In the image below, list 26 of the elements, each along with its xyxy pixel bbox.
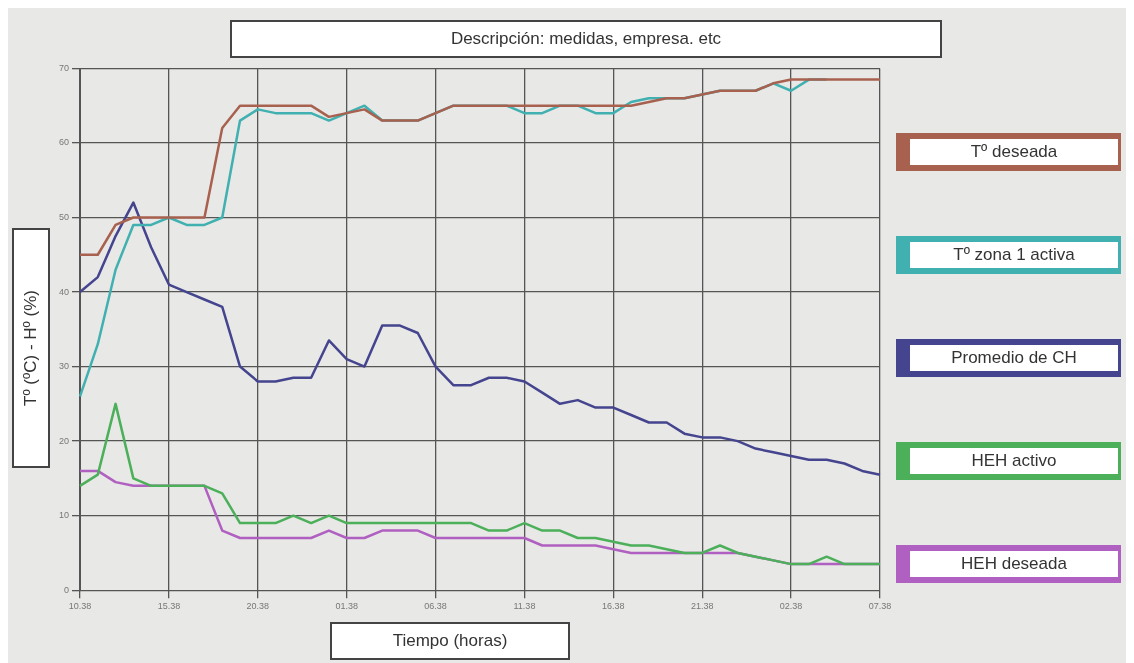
y-tick-label: 20 xyxy=(59,435,70,446)
x-tick-label: 07.38 xyxy=(868,601,892,612)
x-tick-label: 10.38 xyxy=(68,601,92,612)
x-tick-label: 01.38 xyxy=(335,601,358,612)
text: HEH deseada xyxy=(961,554,1067,574)
x-tick-label: 16.38 xyxy=(602,601,625,612)
y-axis-title: Tº (ºC) - Hº (%) xyxy=(21,290,41,406)
text: Tº deseada xyxy=(970,142,1058,162)
y-tick-label: 30 xyxy=(59,361,70,372)
x-axis-title: Tiempo (horas) xyxy=(330,622,570,660)
text: Promedio de CH xyxy=(951,348,1077,368)
y-tick-label: 70 xyxy=(59,62,70,73)
x-tick-label: 20.38 xyxy=(246,601,270,612)
y-tick-label: 50 xyxy=(59,211,70,222)
x-tick-label: 11.38 xyxy=(513,601,536,612)
x-tick-label: 15.38 xyxy=(157,601,181,612)
y-tick-label: 40 xyxy=(59,286,70,297)
y-tick-label: 0 xyxy=(64,584,70,595)
y-tick-label: 10 xyxy=(59,510,70,521)
x-tick-label: 06.38 xyxy=(424,601,447,612)
text: Tº zona 1 activa xyxy=(953,245,1075,265)
y-tick-label: 60 xyxy=(59,137,70,148)
x-tick-label: 02.38 xyxy=(779,601,803,612)
chart-title: Descripción: medidas, empresa. etc xyxy=(230,20,942,58)
x-tick-label: 21.38 xyxy=(690,601,714,612)
text: HEH activo xyxy=(971,451,1057,471)
